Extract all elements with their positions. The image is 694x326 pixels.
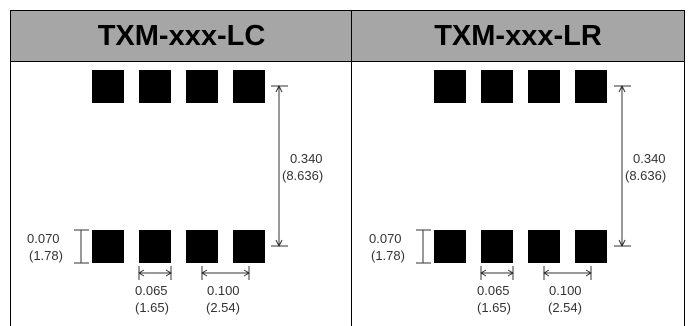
pad-width-mm-label: (1.65)	[477, 300, 511, 315]
top-pad-row	[434, 70, 607, 103]
pad-height-mm-label: (1.78)	[371, 248, 405, 263]
top-pad-row	[92, 70, 265, 103]
pitch-mm-label: (2.54)	[548, 300, 582, 315]
table-frame	[10, 10, 685, 326]
pad	[92, 230, 124, 263]
pad-height-mm-label: (1.78)	[29, 248, 63, 263]
pad	[139, 70, 171, 103]
pad-height-dimension	[74, 229, 89, 264]
pad-height-dimension	[416, 229, 431, 264]
height-mm-label: (8.636)	[625, 168, 666, 183]
pad	[434, 230, 466, 263]
pad	[575, 230, 607, 263]
pad	[575, 70, 607, 103]
header-txm-lr: TXM-xxx-LR	[351, 10, 685, 62]
pad	[481, 230, 513, 263]
pitch-dimension	[201, 266, 250, 280]
footprint-lc: 0.340 (8.636) 0.070 (1.78) 0.065 (1.65) …	[27, 70, 323, 315]
pitch-dimension	[543, 266, 592, 280]
pad	[233, 230, 265, 263]
column-divider	[351, 10, 352, 326]
height-mm-label: (8.636)	[282, 168, 323, 183]
pad-width-dimension	[480, 266, 514, 280]
height-dimension	[271, 84, 288, 248]
pitch-inch-label: 0.100	[207, 283, 240, 298]
pad	[186, 230, 218, 263]
bottom-pad-row	[434, 230, 607, 263]
pad-width-inch-label: 0.065	[135, 283, 168, 298]
height-inch-label: 0.340	[290, 151, 323, 166]
pad-width-inch-label: 0.065	[477, 283, 510, 298]
header-txm-lc: TXM-xxx-LC	[10, 10, 352, 62]
footprint-lr: 0.340 (8.636) 0.070 (1.78) 0.065 (1.65) …	[369, 70, 666, 315]
pad	[186, 70, 218, 103]
pitch-mm-label: (2.54)	[206, 300, 240, 315]
pad	[528, 70, 560, 103]
pad-height-inch-label: 0.070	[369, 231, 402, 246]
pad	[481, 70, 513, 103]
height-dimension	[614, 84, 631, 248]
pad	[233, 70, 265, 103]
pad-width-dimension	[138, 266, 172, 280]
pad-width-mm-label: (1.65)	[135, 300, 169, 315]
pad	[528, 230, 560, 263]
pad	[92, 70, 124, 103]
pad	[434, 70, 466, 103]
pad-height-inch-label: 0.070	[27, 231, 60, 246]
height-inch-label: 0.340	[633, 151, 666, 166]
bottom-pad-row	[92, 230, 265, 263]
pitch-inch-label: 0.100	[549, 283, 582, 298]
pad	[139, 230, 171, 263]
